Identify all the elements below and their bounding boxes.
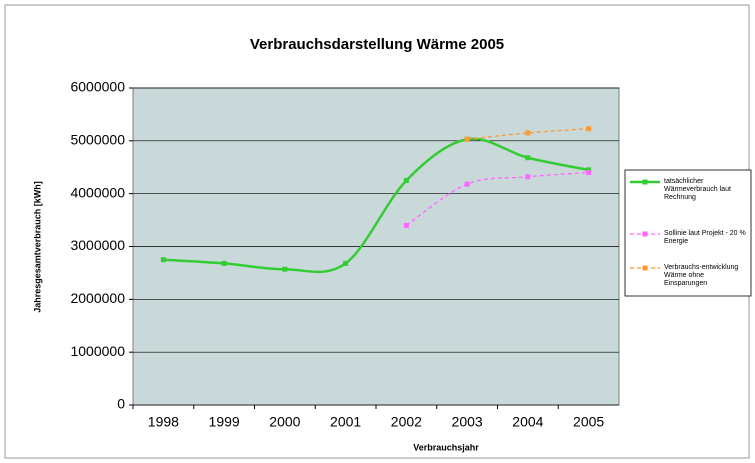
data-point bbox=[586, 170, 592, 176]
data-point bbox=[586, 167, 592, 173]
y-axis-label: Jahresgesamtverbrauch [kWh] bbox=[32, 181, 42, 313]
data-point bbox=[221, 260, 227, 266]
x-tick-label: 1998 bbox=[148, 414, 179, 430]
y-tick-label: 4000000 bbox=[70, 184, 125, 200]
y-tick-label: 6000000 bbox=[70, 79, 125, 95]
x-tick-label: 2002 bbox=[391, 414, 422, 430]
data-point bbox=[403, 177, 409, 183]
data-point bbox=[464, 136, 470, 142]
x-tick-label: 2004 bbox=[512, 414, 543, 430]
y-tick-label: 1000000 bbox=[70, 343, 125, 359]
legend-label: Verbrauchs-entwicklung Wärme ohne Einspa… bbox=[664, 264, 739, 287]
data-point bbox=[160, 257, 166, 263]
data-point bbox=[525, 155, 531, 161]
data-point bbox=[586, 126, 592, 132]
y-tick-label: 2000000 bbox=[70, 290, 125, 306]
y-tick-label: 5000000 bbox=[70, 132, 125, 148]
data-point bbox=[525, 130, 531, 136]
series-line bbox=[163, 137, 589, 274]
data-point bbox=[464, 181, 470, 187]
data-point bbox=[282, 266, 288, 272]
x-tick-label: 2001 bbox=[330, 414, 361, 430]
data-point bbox=[403, 222, 409, 228]
legend-marker bbox=[642, 231, 648, 237]
data-point bbox=[525, 174, 531, 180]
x-tick-label: 2005 bbox=[573, 414, 604, 430]
legend-label: tatsächlicher Wärmeverbrauch laut Rechnu… bbox=[664, 178, 731, 201]
series-line bbox=[467, 128, 589, 140]
y-tick-label: 0 bbox=[117, 396, 125, 412]
data-point bbox=[343, 260, 349, 266]
y-tick-label: 3000000 bbox=[70, 237, 125, 253]
chart-title: Verbrauchsdarstellung Wärme 2005 bbox=[250, 36, 504, 53]
x-tick-label: 2000 bbox=[269, 414, 300, 430]
legend-marker bbox=[642, 179, 648, 185]
x-axis-label: Verbrauchsjahr bbox=[413, 442, 479, 452]
legend-marker bbox=[642, 265, 648, 271]
series-line bbox=[406, 171, 589, 226]
legend-label: Sollinie laut Projekt - 20 % Energie bbox=[664, 230, 746, 245]
x-tick-label: 1999 bbox=[209, 414, 240, 430]
x-tick-label: 2003 bbox=[452, 414, 483, 430]
